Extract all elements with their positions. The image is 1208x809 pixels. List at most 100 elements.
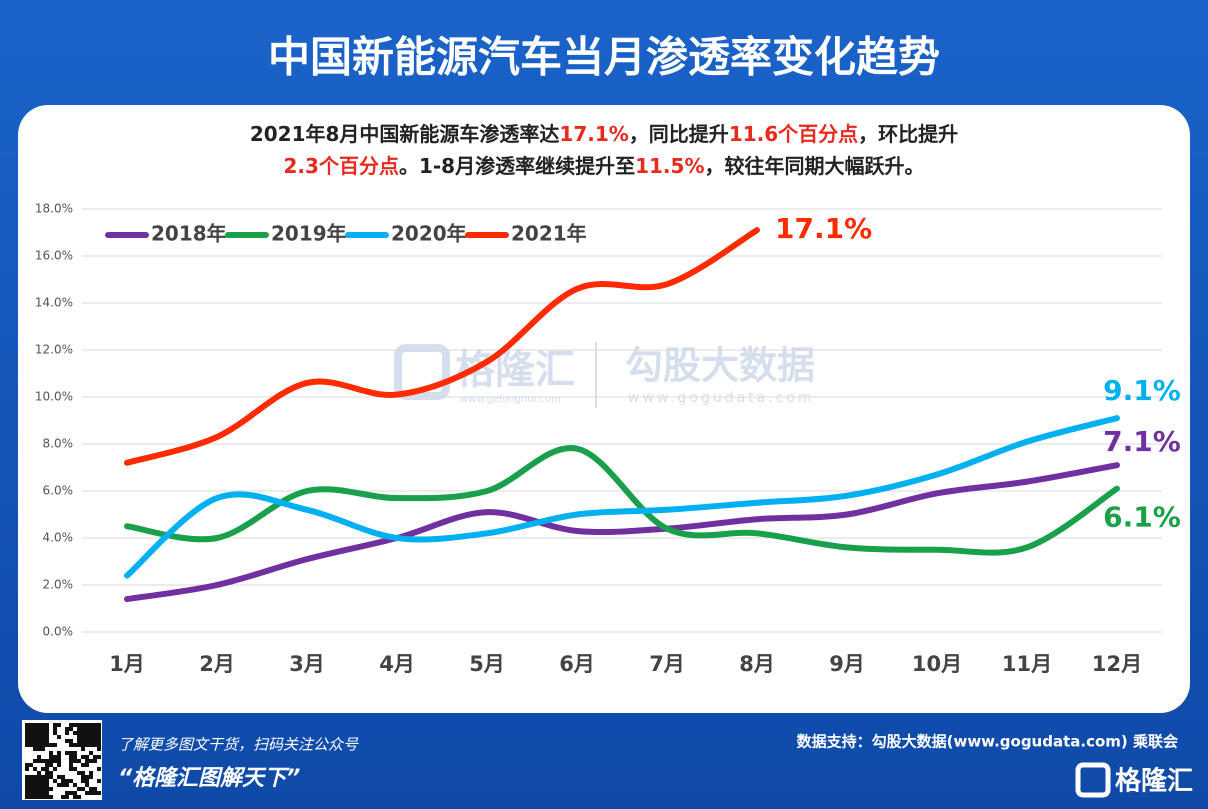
qr-cell	[25, 791, 29, 795]
qr-cell	[61, 795, 65, 799]
watermark: 格隆汇 www.gelonghui.com 勾股大数据 www.gogudata…	[394, 342, 815, 408]
qr-cell	[49, 755, 53, 759]
series-line	[124, 227, 760, 466]
qr-cell	[49, 763, 53, 767]
qr-cell	[37, 727, 41, 731]
value-label: 7.1%	[1103, 425, 1181, 458]
qr-cell	[45, 775, 49, 779]
legend-label: 2019年	[271, 222, 347, 246]
qr-cell	[85, 775, 89, 779]
qr-cell	[37, 743, 41, 747]
qr-cell	[89, 787, 93, 791]
qr-cell	[25, 727, 29, 731]
qr-cell	[77, 739, 81, 743]
qr-cell	[73, 755, 77, 759]
qr-cell	[45, 743, 49, 747]
qr-cell	[29, 791, 33, 795]
y-tick-label: 4.0%	[43, 531, 74, 545]
qr-cell	[37, 759, 41, 763]
qr-cell	[81, 771, 85, 775]
qr-cell	[45, 783, 49, 787]
qr-cell	[61, 783, 65, 787]
qr-cell	[81, 755, 85, 759]
x-tick-label: 10月	[912, 652, 962, 676]
qr-code	[22, 720, 102, 800]
qr-cell	[69, 779, 73, 783]
qr-cell	[41, 727, 45, 731]
qr-cell	[29, 779, 33, 783]
qr-cell	[33, 731, 37, 735]
qr-cell	[45, 779, 49, 783]
qr-cell	[81, 727, 85, 731]
subtitle-line: 2021年8月中国新能源车渗透率达17.1%，同比提升11.6个百分点，环比提升	[250, 122, 958, 146]
qr-cell	[65, 739, 69, 743]
qr-cell	[93, 727, 97, 731]
qr-cell	[29, 743, 33, 747]
qr-cell	[85, 783, 89, 787]
watermark-partner-url: www.gogudata.com	[628, 390, 815, 406]
qr-cell	[41, 743, 45, 747]
qr-cell	[45, 727, 49, 731]
watermark-icon	[394, 344, 450, 400]
qr-cell	[41, 779, 45, 783]
qr-cell	[33, 727, 37, 731]
qr-cell	[57, 755, 61, 759]
qr-cell	[53, 743, 57, 747]
qr-cell	[89, 739, 93, 743]
qr-cell	[85, 791, 89, 795]
qr-cell	[33, 787, 37, 791]
qr-cell	[41, 795, 45, 799]
qr-cell	[49, 759, 53, 763]
qr-cell	[25, 723, 29, 727]
y-tick-label: 0.0%	[43, 625, 74, 639]
qr-cell	[37, 787, 41, 791]
qr-cell	[37, 791, 41, 795]
x-tick-label: 6月	[559, 652, 595, 676]
y-tick-label: 16.0%	[35, 249, 73, 263]
qr-cell	[57, 775, 61, 779]
qr-cell	[37, 739, 41, 743]
qr-cell	[73, 767, 77, 771]
qr-cell	[45, 759, 49, 763]
qr-cell	[89, 723, 93, 727]
qr-cell	[37, 783, 41, 787]
qr-cell	[85, 735, 89, 739]
qr-cell	[93, 759, 97, 763]
qr-cell	[25, 767, 29, 771]
qr-cell	[97, 779, 101, 783]
qr-cell	[73, 791, 77, 795]
qr-cell	[69, 723, 73, 727]
qr-cell	[41, 723, 45, 727]
value-label: 17.1%	[775, 212, 872, 245]
qr-cell	[57, 763, 61, 767]
qr-cell	[77, 759, 81, 763]
qr-cell	[97, 739, 101, 743]
qr-cell	[85, 723, 89, 727]
qr-cell	[93, 723, 97, 727]
qr-cell	[81, 787, 85, 791]
y-tick-label: 14.0%	[35, 296, 73, 310]
qr-cell	[41, 759, 45, 763]
qr-cell	[65, 731, 69, 735]
qr-cell	[73, 751, 77, 755]
qr-cell	[97, 755, 101, 759]
qr-cell	[49, 787, 53, 791]
qr-cell	[81, 731, 85, 735]
qr-cell	[77, 735, 81, 739]
qr-cell	[29, 763, 33, 767]
x-tick-label: 2月	[199, 652, 235, 676]
qr-cell	[37, 771, 41, 775]
qr-cell	[97, 727, 101, 731]
qr-cell	[69, 751, 73, 755]
qr-cell	[53, 731, 57, 735]
qr-cell	[73, 731, 77, 735]
subtitle-segment: 2.3个百分点	[284, 154, 399, 178]
qr-cell	[61, 775, 65, 779]
watermark-partner: 勾股大数据	[625, 344, 815, 388]
qr-cell	[97, 747, 101, 751]
qr-cell	[89, 727, 93, 731]
qr-cell	[37, 795, 41, 799]
qr-cell	[89, 735, 93, 739]
qr-cell	[69, 763, 73, 767]
